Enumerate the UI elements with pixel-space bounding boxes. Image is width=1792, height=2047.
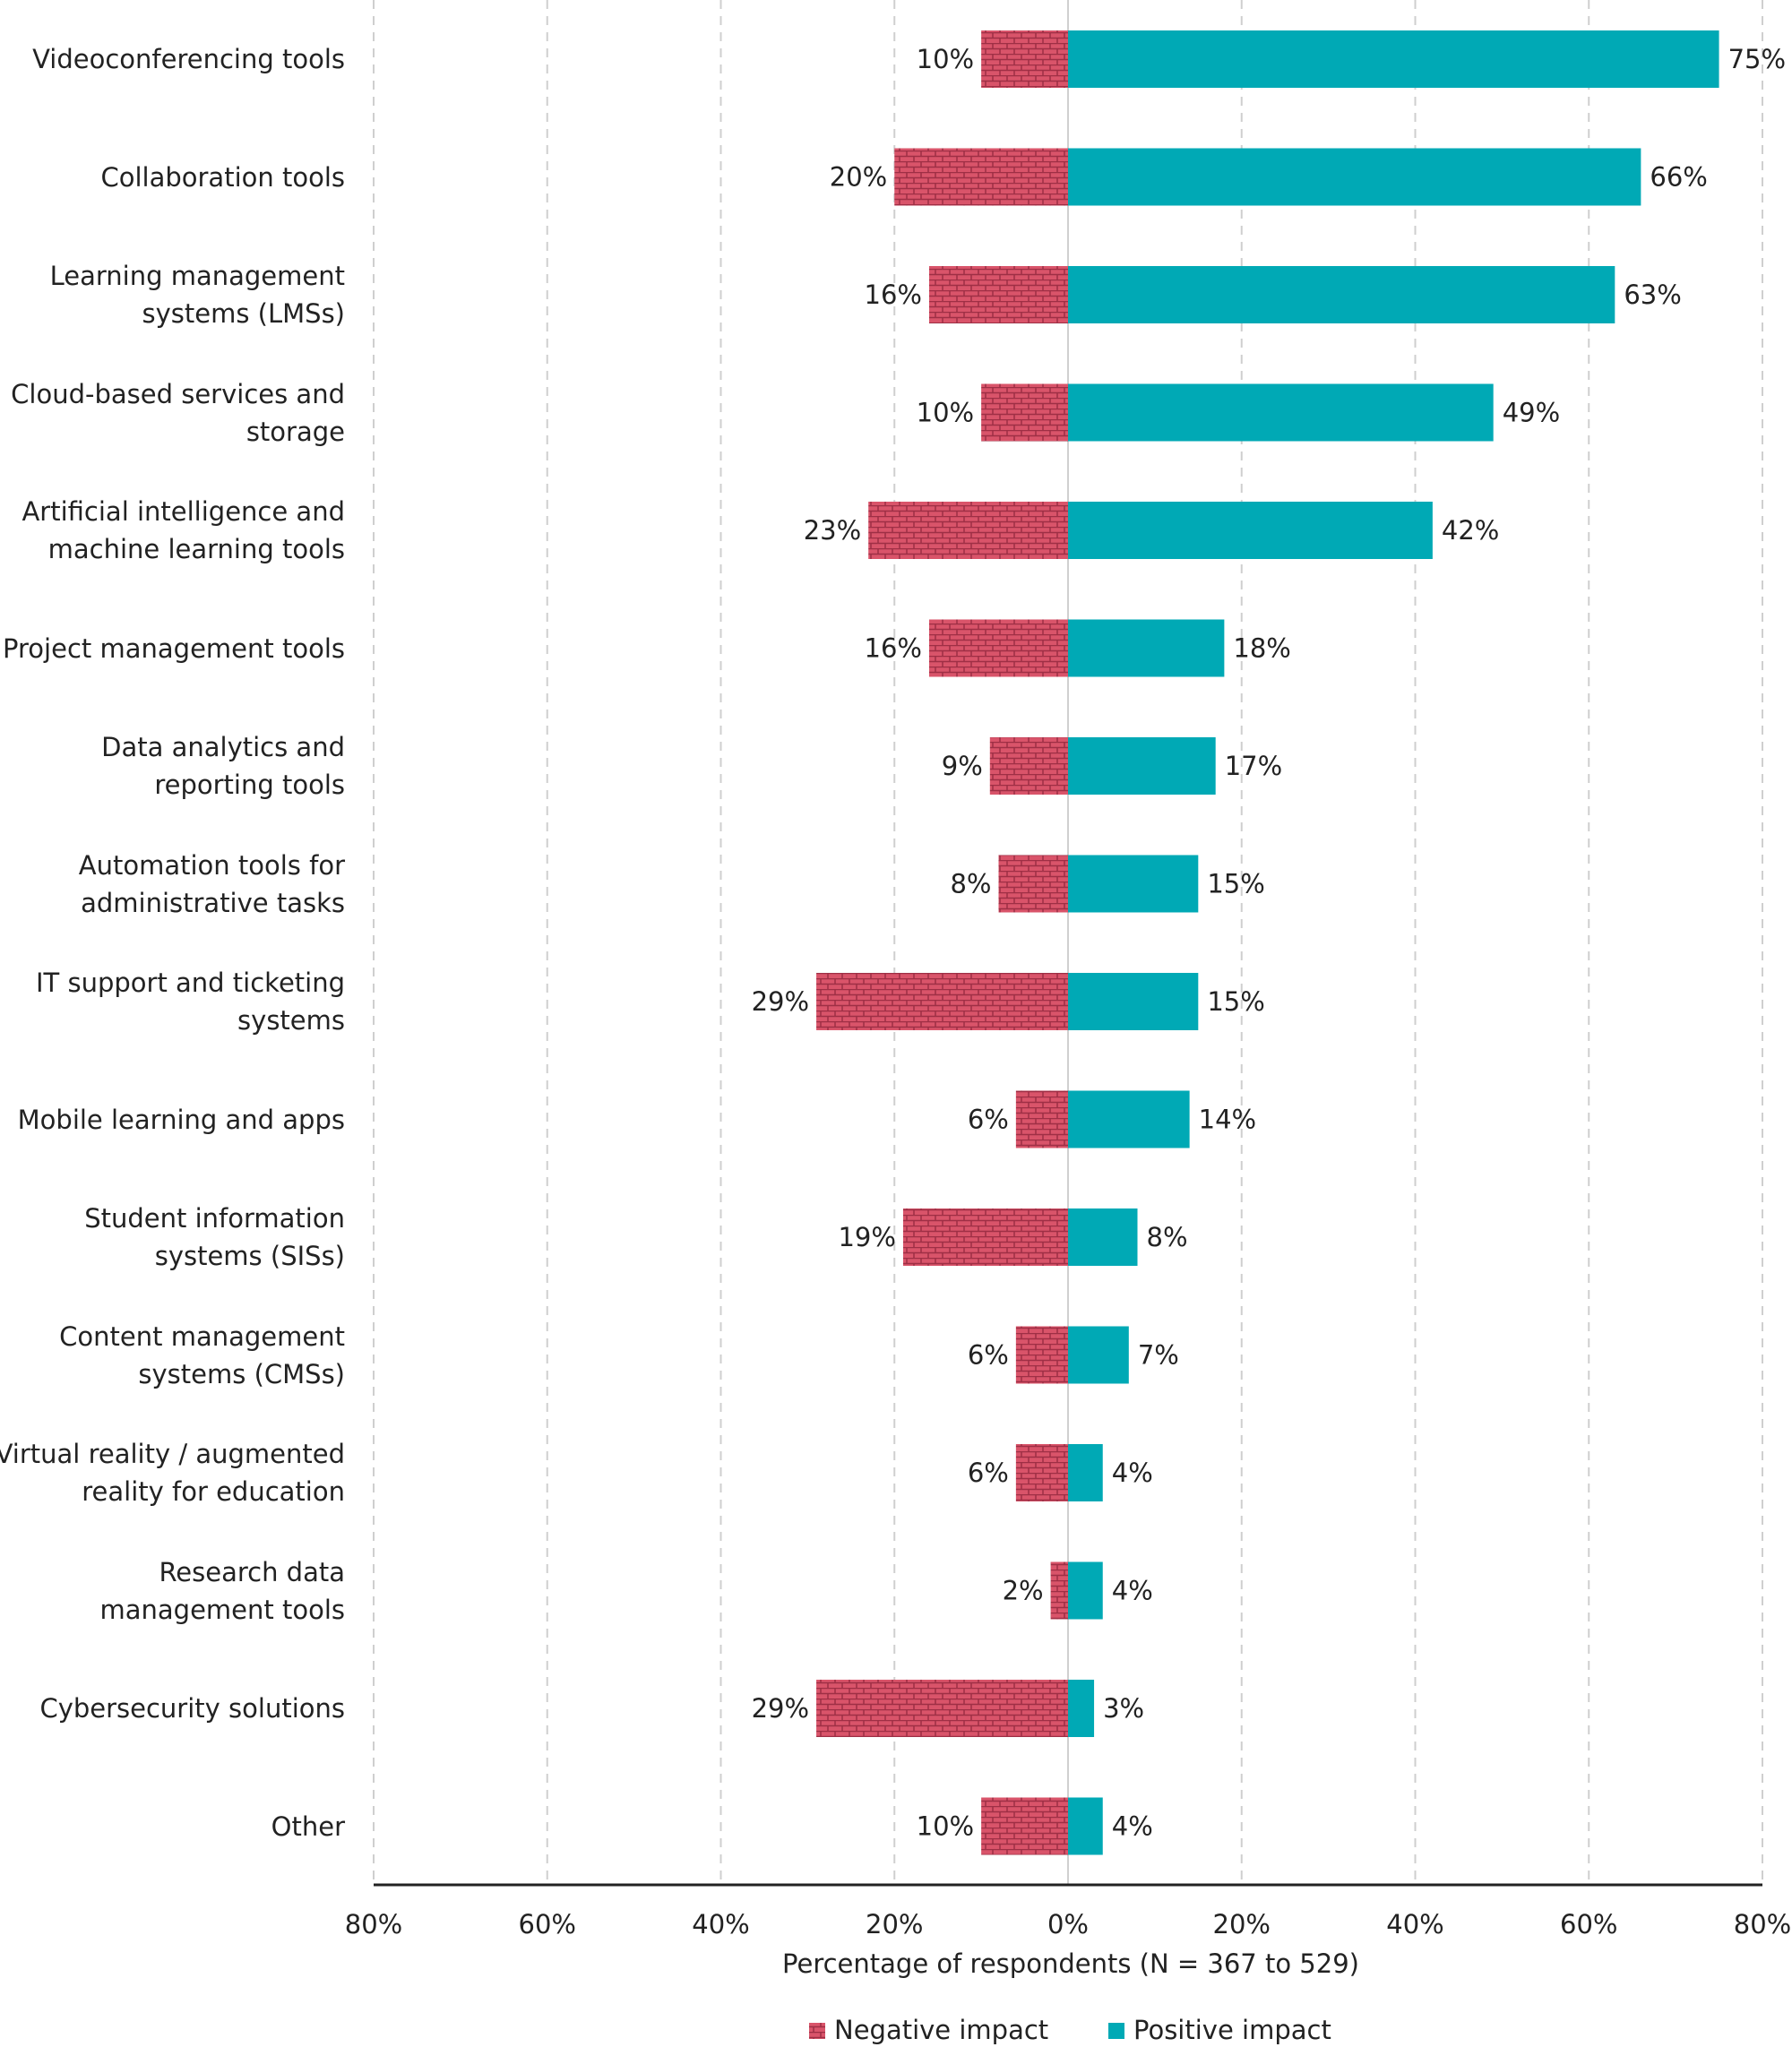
category-label: Videoconferencing tools [32,44,345,74]
legend-swatch [809,2023,825,2039]
bar [981,1797,1068,1855]
bar [929,266,1068,323]
bar [1015,1326,1068,1384]
category-label: Cloud-based services and storage [11,378,345,447]
x-tick-label: 60% [519,1909,576,1939]
bar [1068,266,1615,323]
category-label: Research data management tools [99,1556,345,1625]
bar [1068,1090,1190,1148]
category-label: Data analytics and reporting tools [101,732,345,800]
category-label: IT support and ticketing systems [35,968,345,1036]
legend-swatch [1108,2023,1124,2039]
category-label: Learning management systems (LMSs) [49,261,345,329]
category-label: Cybersecurity solutions [39,1693,345,1724]
value-label: 2% [1003,1576,1044,1606]
bar [894,148,1068,206]
value-label: 10% [917,1811,974,1842]
value-label: 29% [752,1693,809,1724]
value-label: 6% [968,1458,1009,1488]
value-label: 10% [917,44,974,74]
bar [929,619,1068,677]
bar [1068,383,1494,442]
category-label: Mobile learning and apps [17,1104,345,1135]
bar [1068,148,1641,206]
value-label: 29% [752,986,809,1017]
bar [816,1680,1068,1737]
x-tick-label: 0% [1047,1909,1089,1939]
bar [1068,30,1719,88]
value-label: 8% [1147,1222,1188,1252]
category-label: Content management systems (CMSs) [59,1320,345,1389]
category-label: Project management tools [3,632,345,664]
value-label: 10% [917,398,974,428]
value-label: 9% [942,751,983,781]
x-tick-label: 80% [1734,1909,1791,1939]
value-label: 20% [830,162,887,193]
value-label: 4% [1112,1576,1153,1606]
legend-label: Negative impact [834,2015,1048,2045]
bar [989,737,1068,795]
category-label: Other [271,1810,345,1842]
x-tick-label: 20% [866,1909,923,1939]
value-label: 15% [1207,986,1264,1017]
bar [1068,1797,1103,1855]
value-label: 19% [838,1222,895,1252]
value-label: 16% [865,633,922,664]
legend-label: Positive impact [1133,2015,1331,2045]
x-tick-label: 20% [1213,1909,1271,1939]
bar [1068,1444,1103,1501]
bar [1068,1680,1095,1737]
bar [816,973,1068,1030]
bar [1068,855,1199,913]
value-label: 3% [1103,1693,1144,1724]
category-label: Automation tools for administrative task… [78,849,345,918]
x-axis-title: Percentage of respondents (N = 367 to 52… [782,1948,1359,1979]
category-label: Virtual reality / augmented reality for … [0,1439,345,1507]
x-tick-label: 60% [1560,1909,1617,1939]
value-label: 7% [1138,1340,1179,1371]
bar [1068,502,1433,559]
value-label: 42% [1442,515,1499,546]
value-label: 49% [1503,398,1560,428]
value-label: 17% [1225,751,1282,781]
category-label: Collaboration tools [100,161,345,193]
bar [1068,619,1225,677]
value-label: 14% [1199,1105,1256,1135]
x-tick-label: 40% [692,1909,749,1939]
value-label: 6% [968,1105,1009,1135]
value-label: 8% [950,869,991,899]
value-label: 4% [1112,1811,1153,1842]
bar [1050,1561,1068,1620]
value-label: 6% [968,1340,1009,1371]
bar [1068,1208,1138,1266]
bar [1068,973,1199,1030]
value-label: 75% [1728,44,1786,74]
bar [981,383,1068,442]
bar [981,30,1068,88]
x-tick-label: 40% [1386,1909,1443,1939]
value-label: 18% [1233,633,1290,664]
bar [1068,1561,1103,1620]
category-label: Artificial intelligence and machine lear… [22,496,345,564]
bar [902,1208,1068,1266]
category-label: Student information systems (SISs) [84,1203,345,1271]
bar [1068,737,1216,795]
value-label: 4% [1112,1458,1153,1488]
value-label: 23% [804,515,861,546]
value-label: 15% [1207,869,1264,899]
x-tick-label: 80% [345,1909,402,1939]
bar [998,855,1068,913]
value-label: 66% [1650,162,1707,193]
bar [868,502,1068,559]
value-label: 63% [1624,280,1681,310]
bar [1015,1444,1068,1501]
bar [1068,1326,1129,1384]
value-label: 16% [865,280,922,310]
bar [1015,1090,1068,1148]
